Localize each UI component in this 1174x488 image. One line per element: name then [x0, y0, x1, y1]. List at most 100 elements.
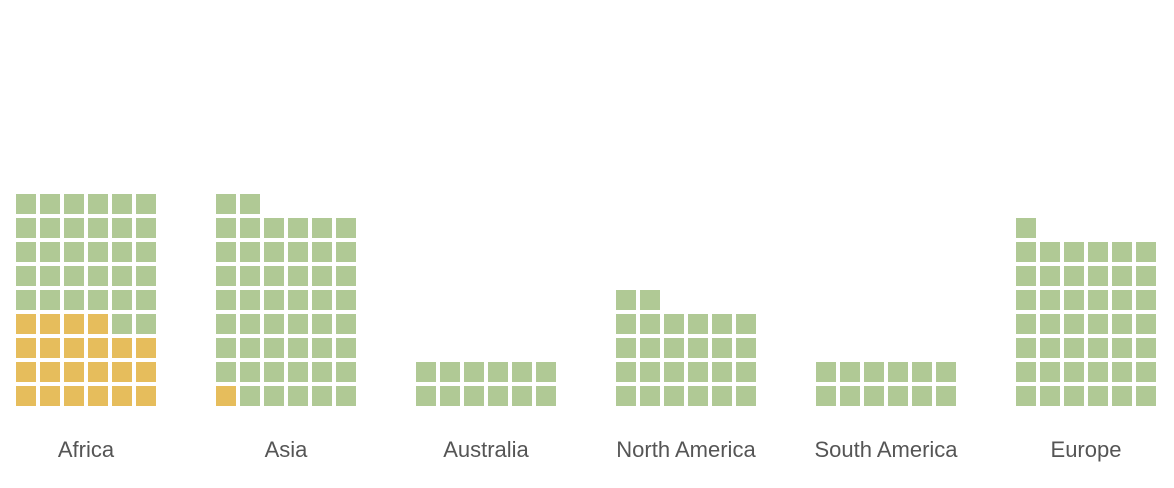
waffle-square	[1016, 290, 1036, 310]
waffle-square	[288, 266, 308, 286]
waffle-square	[512, 362, 532, 382]
waffle-square	[216, 362, 236, 382]
waffle-square	[88, 362, 108, 382]
waffle-square	[64, 290, 84, 310]
waffle-square	[536, 386, 556, 406]
waffle-square	[1064, 362, 1084, 382]
waffle-square	[88, 194, 108, 214]
waffle-square	[336, 266, 356, 286]
category-label: Asia	[265, 437, 309, 462]
waffle-square	[288, 338, 308, 358]
waffle-square	[216, 218, 236, 238]
waffle-square	[664, 314, 684, 334]
waffle-square	[888, 362, 908, 382]
waffle-square	[936, 386, 956, 406]
waffle-square	[336, 314, 356, 334]
waffle-square	[216, 290, 236, 310]
waffle-square	[616, 314, 636, 334]
waffle-square	[912, 362, 932, 382]
waffle-square	[64, 314, 84, 334]
waffle-square	[1040, 386, 1060, 406]
waffle-square	[64, 218, 84, 238]
waffle-square	[1040, 290, 1060, 310]
group-north-america: North America	[616, 290, 756, 462]
waffle-square	[840, 362, 860, 382]
waffle-square	[1016, 242, 1036, 262]
waffle-square	[312, 362, 332, 382]
waffle-square	[1064, 290, 1084, 310]
waffle-square	[1064, 338, 1084, 358]
waffle-square	[40, 218, 60, 238]
waffle-square	[64, 386, 84, 406]
waffle-square	[40, 194, 60, 214]
waffle-square	[240, 362, 260, 382]
waffle-square	[416, 386, 436, 406]
waffle-square	[1040, 242, 1060, 262]
waffle-square	[816, 386, 836, 406]
waffle-square	[1088, 338, 1108, 358]
waffle-square	[336, 386, 356, 406]
waffle-square	[264, 242, 284, 262]
waffle-square	[1136, 386, 1156, 406]
category-label: Europe	[1051, 437, 1122, 462]
waffle-square	[16, 290, 36, 310]
waffle-square	[288, 218, 308, 238]
waffle-square	[336, 218, 356, 238]
waffle-square	[16, 266, 36, 286]
waffle-square	[1064, 314, 1084, 334]
waffle-square	[464, 362, 484, 382]
waffle-square	[312, 386, 332, 406]
category-label: Africa	[58, 437, 115, 462]
waffle-square	[640, 362, 660, 382]
waffle-square	[640, 314, 660, 334]
waffle-square	[536, 362, 556, 382]
waffle-square	[864, 362, 884, 382]
waffle-square	[1088, 242, 1108, 262]
waffle-square	[1088, 362, 1108, 382]
waffle-square	[112, 362, 132, 382]
waffle-square	[1112, 314, 1132, 334]
waffle-square	[1112, 362, 1132, 382]
waffle-square	[64, 338, 84, 358]
waffle-square	[616, 362, 636, 382]
waffle-square	[240, 242, 260, 262]
waffle-square	[640, 338, 660, 358]
category-label: South America	[814, 437, 958, 462]
waffle-square	[688, 338, 708, 358]
waffle-square	[88, 314, 108, 334]
waffle-square	[136, 242, 156, 262]
waffle-square	[488, 386, 508, 406]
waffle-square	[136, 362, 156, 382]
waffle-square	[112, 338, 132, 358]
waffle-square	[664, 386, 684, 406]
waffle-square	[40, 386, 60, 406]
waffle-square	[136, 338, 156, 358]
waffle-square	[1088, 290, 1108, 310]
waffle-square	[112, 314, 132, 334]
waffle-square	[440, 362, 460, 382]
waffle-square	[336, 290, 356, 310]
waffle-square	[712, 362, 732, 382]
waffle-square	[16, 314, 36, 334]
waffle-square	[1136, 314, 1156, 334]
waffle-square	[16, 338, 36, 358]
waffle-square	[88, 386, 108, 406]
waffle-square	[688, 314, 708, 334]
waffle-square	[288, 314, 308, 334]
waffle-square	[1112, 386, 1132, 406]
waffle-square	[216, 194, 236, 214]
waffle-square	[40, 362, 60, 382]
waffle-square	[664, 362, 684, 382]
waffle-square	[1016, 314, 1036, 334]
group-australia: Australia	[416, 362, 556, 462]
waffle-square	[240, 266, 260, 286]
waffle-square	[688, 362, 708, 382]
waffle-square	[1064, 242, 1084, 262]
waffle-square	[616, 338, 636, 358]
waffle-square	[112, 242, 132, 262]
waffle-square	[40, 266, 60, 286]
waffle-square	[40, 314, 60, 334]
waffle-square	[40, 290, 60, 310]
